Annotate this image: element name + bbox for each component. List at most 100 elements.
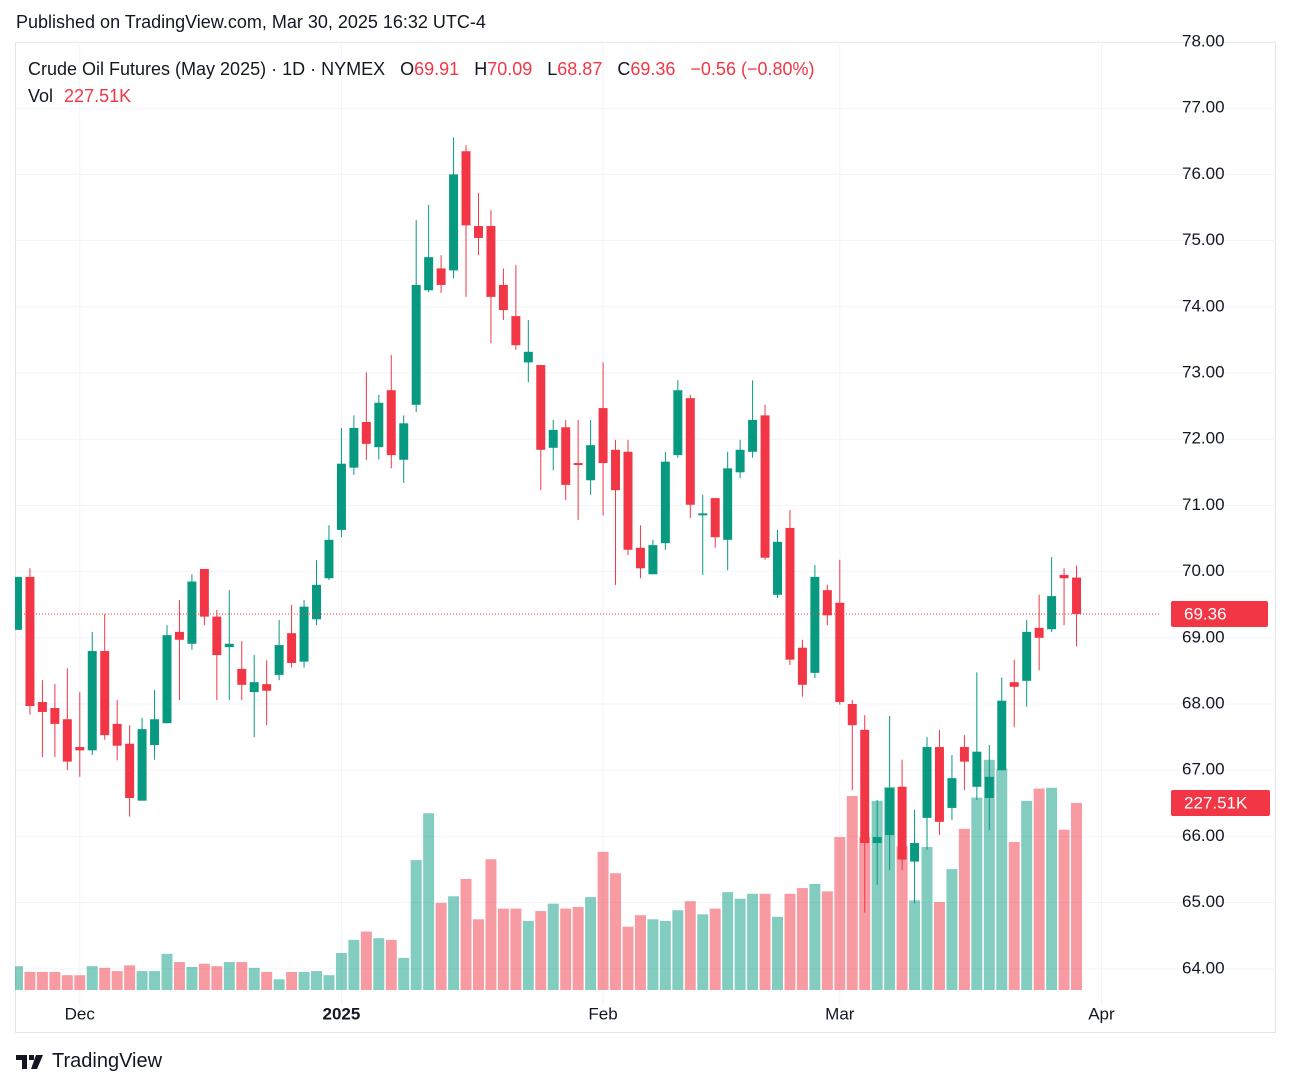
candle-body: [548, 429, 558, 448]
volume-bar: [198, 963, 210, 990]
candle-body: [150, 719, 160, 746]
volume-row: Vol 227.51K: [28, 83, 815, 110]
volume-bar: [1033, 788, 1045, 990]
volume-label: Vol: [28, 86, 54, 106]
candle-body: [137, 729, 147, 801]
volume-bar: [547, 903, 559, 990]
volume-bar: [435, 902, 447, 990]
published-note: Published on TradingView.com, Mar 30, 20…: [16, 12, 486, 32]
candle-body: [274, 645, 284, 675]
volume-bar: [211, 966, 223, 990]
symbol-title: Crude Oil Futures (May 2025) · 1D · NYME…: [28, 59, 386, 79]
x-tick-label: Feb: [588, 1004, 617, 1023]
candle-body: [386, 390, 396, 456]
candle-body: [162, 635, 172, 724]
candle-body: [498, 284, 508, 311]
candle-body: [773, 541, 782, 595]
candle-body: [835, 602, 845, 703]
volume-bar: [161, 953, 173, 990]
volume-bar: [834, 837, 846, 990]
candle-body: [62, 719, 72, 762]
y-tick-label: 67.00: [1182, 760, 1225, 779]
candle-body: [187, 581, 197, 644]
candle-body: [723, 468, 733, 540]
volume-bar: [634, 915, 646, 990]
volume-bar: [647, 919, 659, 990]
volume-bar: [535, 911, 547, 990]
candle-body: [922, 747, 932, 818]
candle-body: [511, 316, 521, 346]
volume-bar: [149, 971, 161, 990]
candle-body: [299, 606, 309, 662]
candle-body: [810, 576, 820, 673]
volume-bar: [759, 893, 771, 990]
x-tick-label: 2025: [323, 1004, 361, 1023]
candle-body: [972, 751, 982, 787]
y-tick-label: 77.00: [1182, 98, 1225, 117]
volume-bar: [610, 873, 622, 990]
candle-body: [473, 226, 483, 238]
legend: Crude Oil Futures (May 2025) · 1D · NYME…: [28, 56, 815, 110]
volume-bar: [36, 971, 48, 990]
candle-body: [959, 747, 969, 762]
candle-body: [1072, 577, 1082, 614]
volume-bar: [448, 896, 460, 990]
volume-bar: [1046, 787, 1058, 990]
open-value: 69.91: [414, 59, 460, 79]
candle-body: [797, 647, 807, 685]
volume-bar: [86, 966, 98, 990]
candle-body: [648, 545, 658, 575]
candle-body: [673, 390, 683, 456]
volume-bar: [261, 971, 273, 990]
volume-bar: [124, 965, 136, 990]
candle-body: [424, 257, 434, 291]
y-tick-label: 70.00: [1182, 561, 1225, 580]
volume-bar: [311, 971, 322, 990]
y-tick-label: 78.00: [1182, 31, 1225, 50]
candle-body: [125, 743, 135, 799]
y-tick-label: 66.00: [1182, 826, 1225, 845]
candle-body: [25, 576, 35, 706]
y-tick-label: 65.00: [1182, 892, 1225, 911]
y-tick-label: 76.00: [1182, 164, 1225, 183]
volume-bar: [15, 966, 23, 990]
volume-bar: [909, 900, 921, 990]
y-tick-label: 75.00: [1182, 230, 1225, 249]
volume-bar: [784, 893, 796, 990]
candle-body: [872, 837, 882, 844]
candle-body: [436, 268, 446, 285]
volume-bar: [335, 953, 347, 990]
y-tick-label: 68.00: [1182, 693, 1225, 712]
y-tick-label: 72.00: [1182, 429, 1225, 448]
y-tick-label: 64.00: [1182, 958, 1225, 977]
volume-bar: [410, 860, 422, 990]
volume-bar: [510, 908, 522, 990]
volume-bar: [423, 813, 435, 990]
volume-bar: [1071, 802, 1083, 990]
candle-body: [87, 651, 97, 751]
x-tick-label: Apr: [1088, 1004, 1115, 1023]
candle-body: [598, 408, 608, 464]
candle-body: [847, 704, 857, 726]
candle-body: [287, 633, 297, 663]
candle-body: [212, 616, 222, 656]
x-tick-label: Mar: [825, 1004, 855, 1023]
volume-bar: [747, 893, 759, 990]
candle-body: [523, 351, 533, 363]
volume-bar: [709, 908, 721, 990]
ohlc-row: Crude Oil Futures (May 2025) · 1D · NYME…: [28, 56, 815, 83]
candle-body: [947, 778, 957, 808]
candle-body: [1047, 596, 1057, 630]
volume-bar: [871, 800, 883, 990]
candle-body: [486, 226, 496, 297]
volume-bar: [385, 939, 397, 990]
candle-body: [1009, 682, 1019, 687]
volume-bar: [572, 906, 584, 990]
volume-bar: [1008, 842, 1020, 990]
volume-bar: [323, 975, 335, 990]
volume-bar: [672, 910, 684, 990]
candle-body: [15, 576, 22, 630]
volume-bar: [248, 967, 260, 990]
candle-body: [635, 547, 645, 569]
volume-bar: [1058, 829, 1070, 990]
